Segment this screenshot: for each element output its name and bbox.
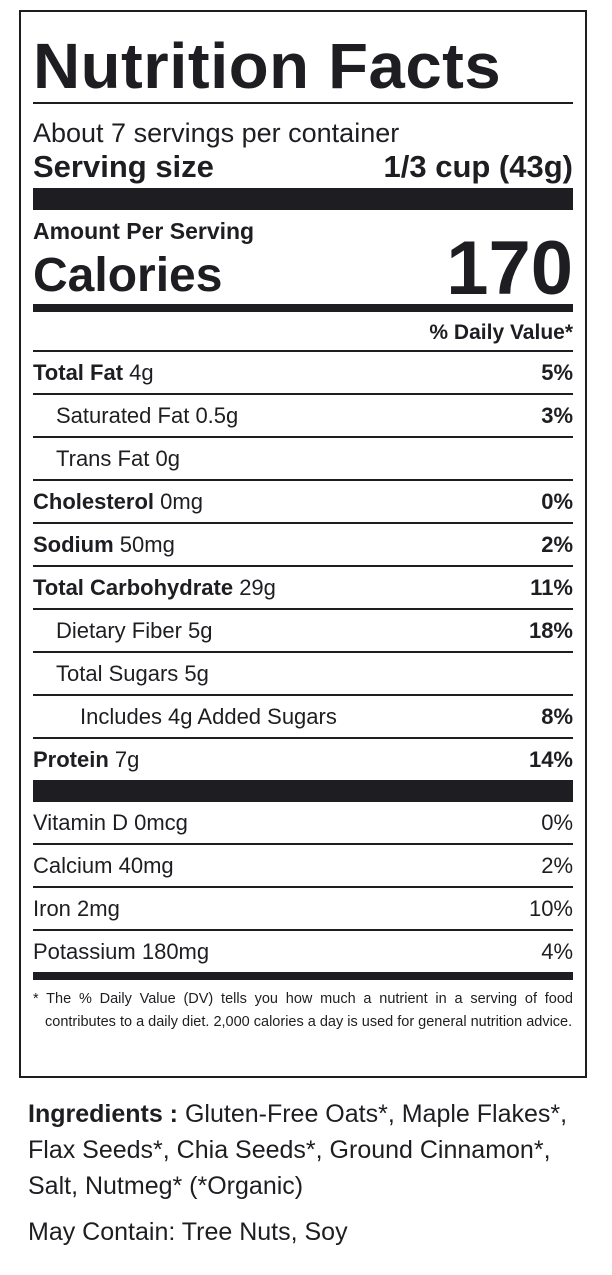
nutrient-row-dietary-fiber: Dietary Fiber 5g 18% [33, 608, 573, 651]
nutrient-dv: 18% [528, 617, 573, 643]
nutrient-amount: 7g [114, 746, 140, 772]
nutrient-amount: 5g [184, 660, 209, 686]
nutrient-dv: 11% [530, 574, 573, 600]
vitamin-dv: 0% [541, 809, 573, 835]
nutrient-dv: 14% [528, 746, 573, 772]
vitamin-row-potassium: Potassium 180mg 4% [33, 929, 573, 972]
nutrient-name: Trans Fat [56, 445, 150, 471]
nutrient-amount: 50mg [119, 531, 175, 557]
nutrient-amount: 29g [239, 574, 276, 600]
nutrient-name: Total Fat [33, 359, 124, 385]
medium-divider [33, 972, 573, 980]
nutrient-row-protein: Protein 7g 14% [33, 737, 573, 780]
vitamin-amount: 180mg [141, 938, 210, 964]
divider [33, 102, 573, 104]
vitamin-dv: 4% [541, 938, 573, 964]
thick-divider [33, 188, 573, 210]
nutrient-name: Sodium [33, 531, 114, 557]
nutrient-row-total-carbohydrate: Total Carbohydrate 29g 11% [33, 565, 573, 608]
label-title: Nutrition Facts [33, 30, 502, 102]
nutrient-amount: 4g [129, 359, 154, 385]
calories-value: 170 [446, 226, 573, 311]
daily-value-header: % Daily Value* [429, 321, 573, 344]
daily-value-footnote: * The % Daily Value (DV) tells you how m… [33, 991, 573, 1030]
vitamin-row-vitamin-d: Vitamin D 0mcg 0% [33, 802, 573, 843]
vitamin-dv: 2% [541, 852, 573, 878]
medium-divider [33, 304, 573, 312]
serving-size-row: Serving size 1/3 cup (43g) [33, 148, 573, 188]
vitamin-row-calcium: Calcium 40mg 2% [33, 843, 573, 886]
serving-size-value: 1/3 cup (43g) [383, 149, 574, 184]
nutrient-row-total-sugars: Total Sugars 5g [33, 651, 573, 694]
nutrient-name: Includes 4g Added Sugars [80, 703, 337, 729]
nutrient-name: Total Sugars [56, 660, 179, 686]
thick-divider [33, 780, 573, 802]
nutrient-row-total-fat: Total Fat 4g 5% [33, 350, 573, 393]
ingredients-list: Gluten-Free Oats*, Maple Flakes*, Flax S… [28, 1100, 568, 1200]
calories-row: Calories 170 [33, 231, 573, 307]
nutrient-row-added-sugars: Includes 4g Added Sugars 8% [33, 694, 573, 737]
nutrient-row-saturated-fat: Saturated Fat 0.5g 3% [33, 393, 573, 436]
serving-size-label: Serving size [33, 149, 214, 184]
servings-per-container: About 7 servings per container [33, 118, 400, 148]
nutrient-name: Dietary Fiber [56, 617, 182, 643]
nutrient-amount: 0mg [160, 488, 203, 514]
vitamin-row-iron: Iron 2mg 10% [33, 886, 573, 929]
nutrient-row-trans-fat: Trans Fat 0g [33, 436, 573, 479]
vitamin-amount: 40mg [118, 852, 174, 878]
vitamin-amount: 2mg [77, 895, 120, 921]
nutrient-row-cholesterol: Cholesterol 0mg 0% [33, 479, 573, 522]
nutrient-amount: 5g [188, 617, 213, 643]
ingredients-label: Ingredients : [28, 1100, 179, 1128]
nutrient-row-sodium: Sodium 50mg 2% [33, 522, 573, 565]
nutrient-dv: 0% [541, 488, 573, 514]
vitamin-name: Calcium [33, 852, 113, 878]
vitamin-amount: 0mcg [134, 809, 188, 835]
calories-label: Calories [33, 249, 223, 302]
amount-per-serving: Amount Per Serving [33, 218, 255, 244]
nutrient-dv: 5% [541, 359, 573, 385]
ingredients-statement: Ingredients : Gluten-Free Oats*, Maple F… [28, 1096, 588, 1204]
nutrient-name: Saturated Fat [56, 402, 190, 428]
nutrition-facts-label: Nutrition Facts About 7 servings per con… [19, 10, 587, 1078]
nutrient-dv: 8% [541, 703, 573, 729]
nutrient-amount: 0g [155, 445, 180, 471]
nutrient-dv: 3% [541, 402, 573, 428]
nutrient-name: Total Carbohydrate [33, 574, 234, 600]
vitamin-dv: 10% [528, 895, 573, 921]
nutrient-name: Protein [33, 746, 109, 772]
nutrient-name: Cholesterol [33, 488, 155, 514]
vitamin-name: Vitamin D [33, 809, 128, 835]
nutrient-dv: 2% [541, 531, 573, 557]
vitamin-name: Iron [33, 895, 71, 921]
nutrient-amount: 0.5g [195, 402, 239, 428]
allergen-statement: May Contain: Tree Nuts, Soy [28, 1218, 348, 1246]
vitamin-name: Potassium [33, 938, 136, 964]
